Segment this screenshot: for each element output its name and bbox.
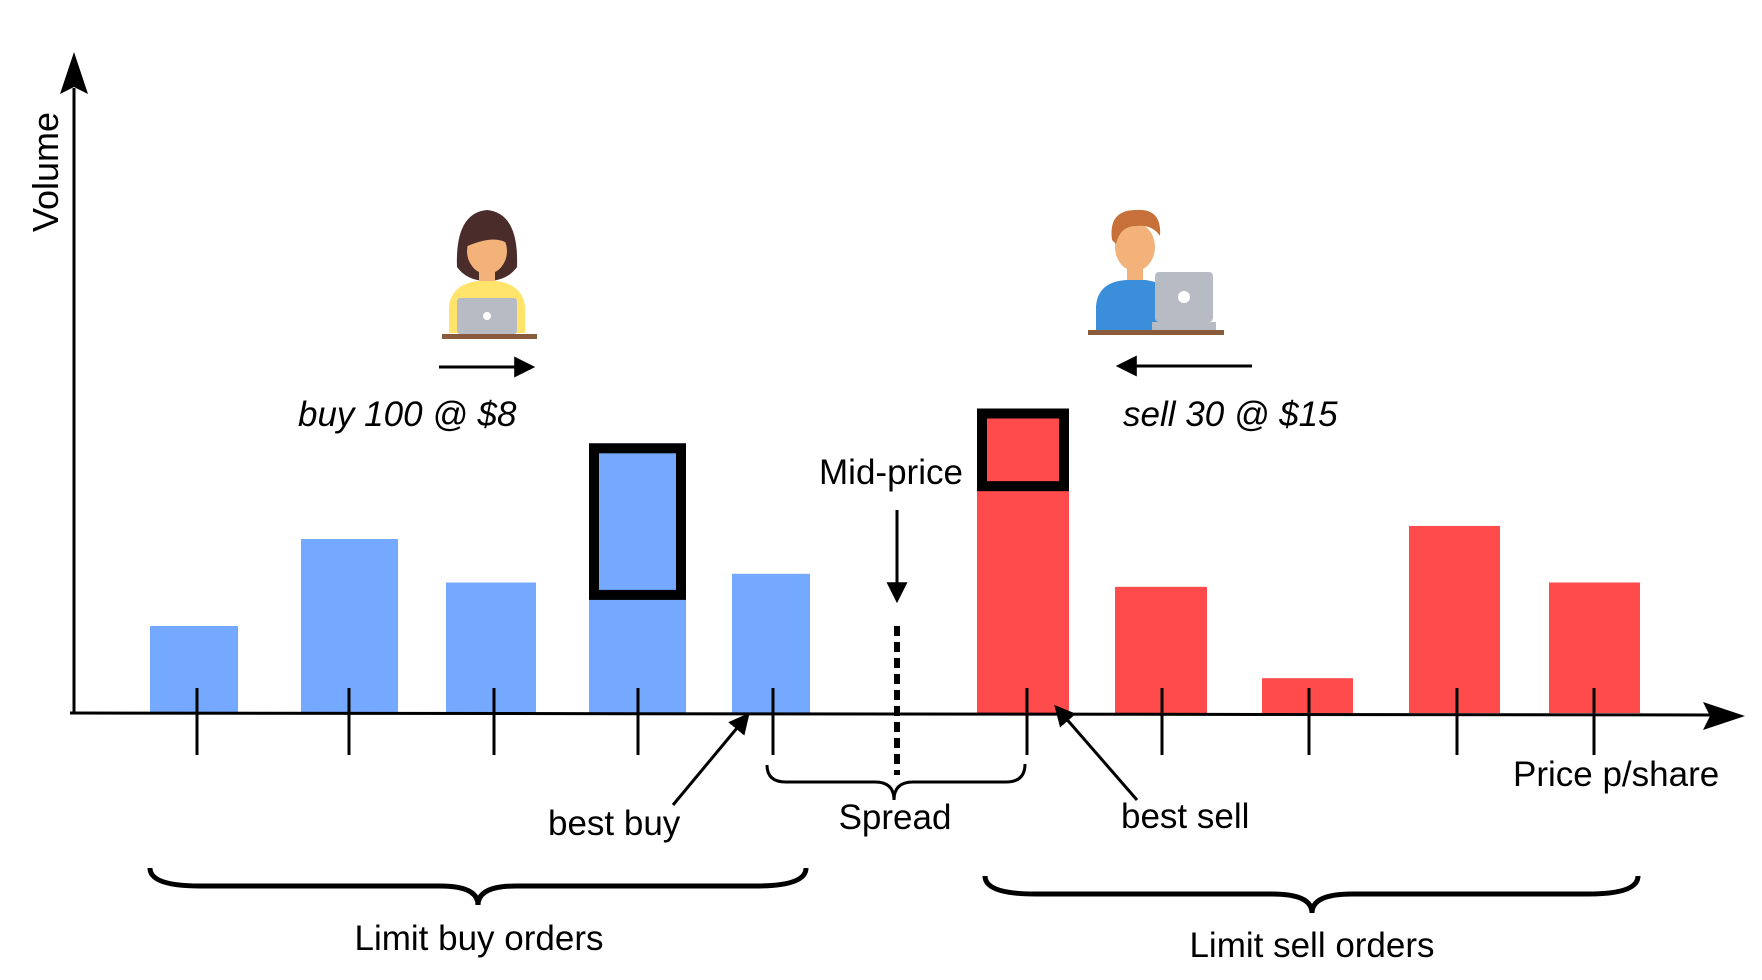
buyer-laptop-logo bbox=[483, 312, 491, 320]
buy-order-bar bbox=[589, 443, 686, 713]
best-buy-arrow bbox=[671, 712, 750, 806]
x-axis-arrowhead bbox=[1703, 702, 1745, 730]
x-axis-label: Price p/share bbox=[1513, 755, 1719, 794]
seller-desk bbox=[1088, 330, 1224, 335]
buy-order-bar bbox=[446, 582, 536, 713]
seller-face bbox=[1115, 223, 1155, 271]
seller-hair bbox=[1111, 209, 1161, 244]
sell-order-bar bbox=[1409, 525, 1500, 713]
seller-laptop-base bbox=[1152, 322, 1216, 330]
buy-new-order-outline bbox=[589, 443, 686, 600]
spread-brace bbox=[765, 763, 1027, 801]
limit-sell-brace bbox=[982, 875, 1641, 914]
limit-sell-label: Limit sell orders bbox=[1189, 926, 1434, 965]
best-sell-label: best sell bbox=[1121, 797, 1249, 836]
buy-order-bar bbox=[301, 539, 398, 713]
sell-new-order-outline bbox=[977, 408, 1069, 492]
buyer-hair-fringe bbox=[465, 218, 510, 247]
spread-label: Spread bbox=[839, 798, 952, 837]
price-ticks bbox=[195, 688, 1596, 755]
seller-laptop-logo bbox=[1178, 291, 1190, 303]
buy-order-bar bbox=[732, 573, 810, 713]
woman-with-laptop-icon bbox=[442, 210, 537, 339]
best-sell-arrow bbox=[1054, 704, 1139, 801]
y-axis-arrowhead bbox=[60, 52, 88, 94]
limit-buy-brace bbox=[147, 867, 809, 906]
man-with-laptop-icon bbox=[1088, 209, 1224, 335]
limit-buy-label: Limit buy orders bbox=[355, 919, 604, 958]
axes: Volume Price p/share bbox=[25, 52, 1745, 794]
buyer-desk bbox=[442, 334, 537, 339]
x-axis bbox=[69, 711, 1711, 717]
order-bars bbox=[150, 408, 1640, 713]
buy-order-bar bbox=[150, 626, 238, 713]
sell-order-bar bbox=[977, 408, 1069, 713]
best-buy-label: best buy bbox=[548, 804, 681, 843]
mid-price-label: Mid-price bbox=[819, 453, 963, 492]
buy-order-label: buy 100 @ $8 bbox=[298, 395, 517, 434]
sell-order-label: sell 30 @ $15 bbox=[1123, 395, 1338, 434]
y-axis-label: Volume bbox=[25, 112, 66, 232]
